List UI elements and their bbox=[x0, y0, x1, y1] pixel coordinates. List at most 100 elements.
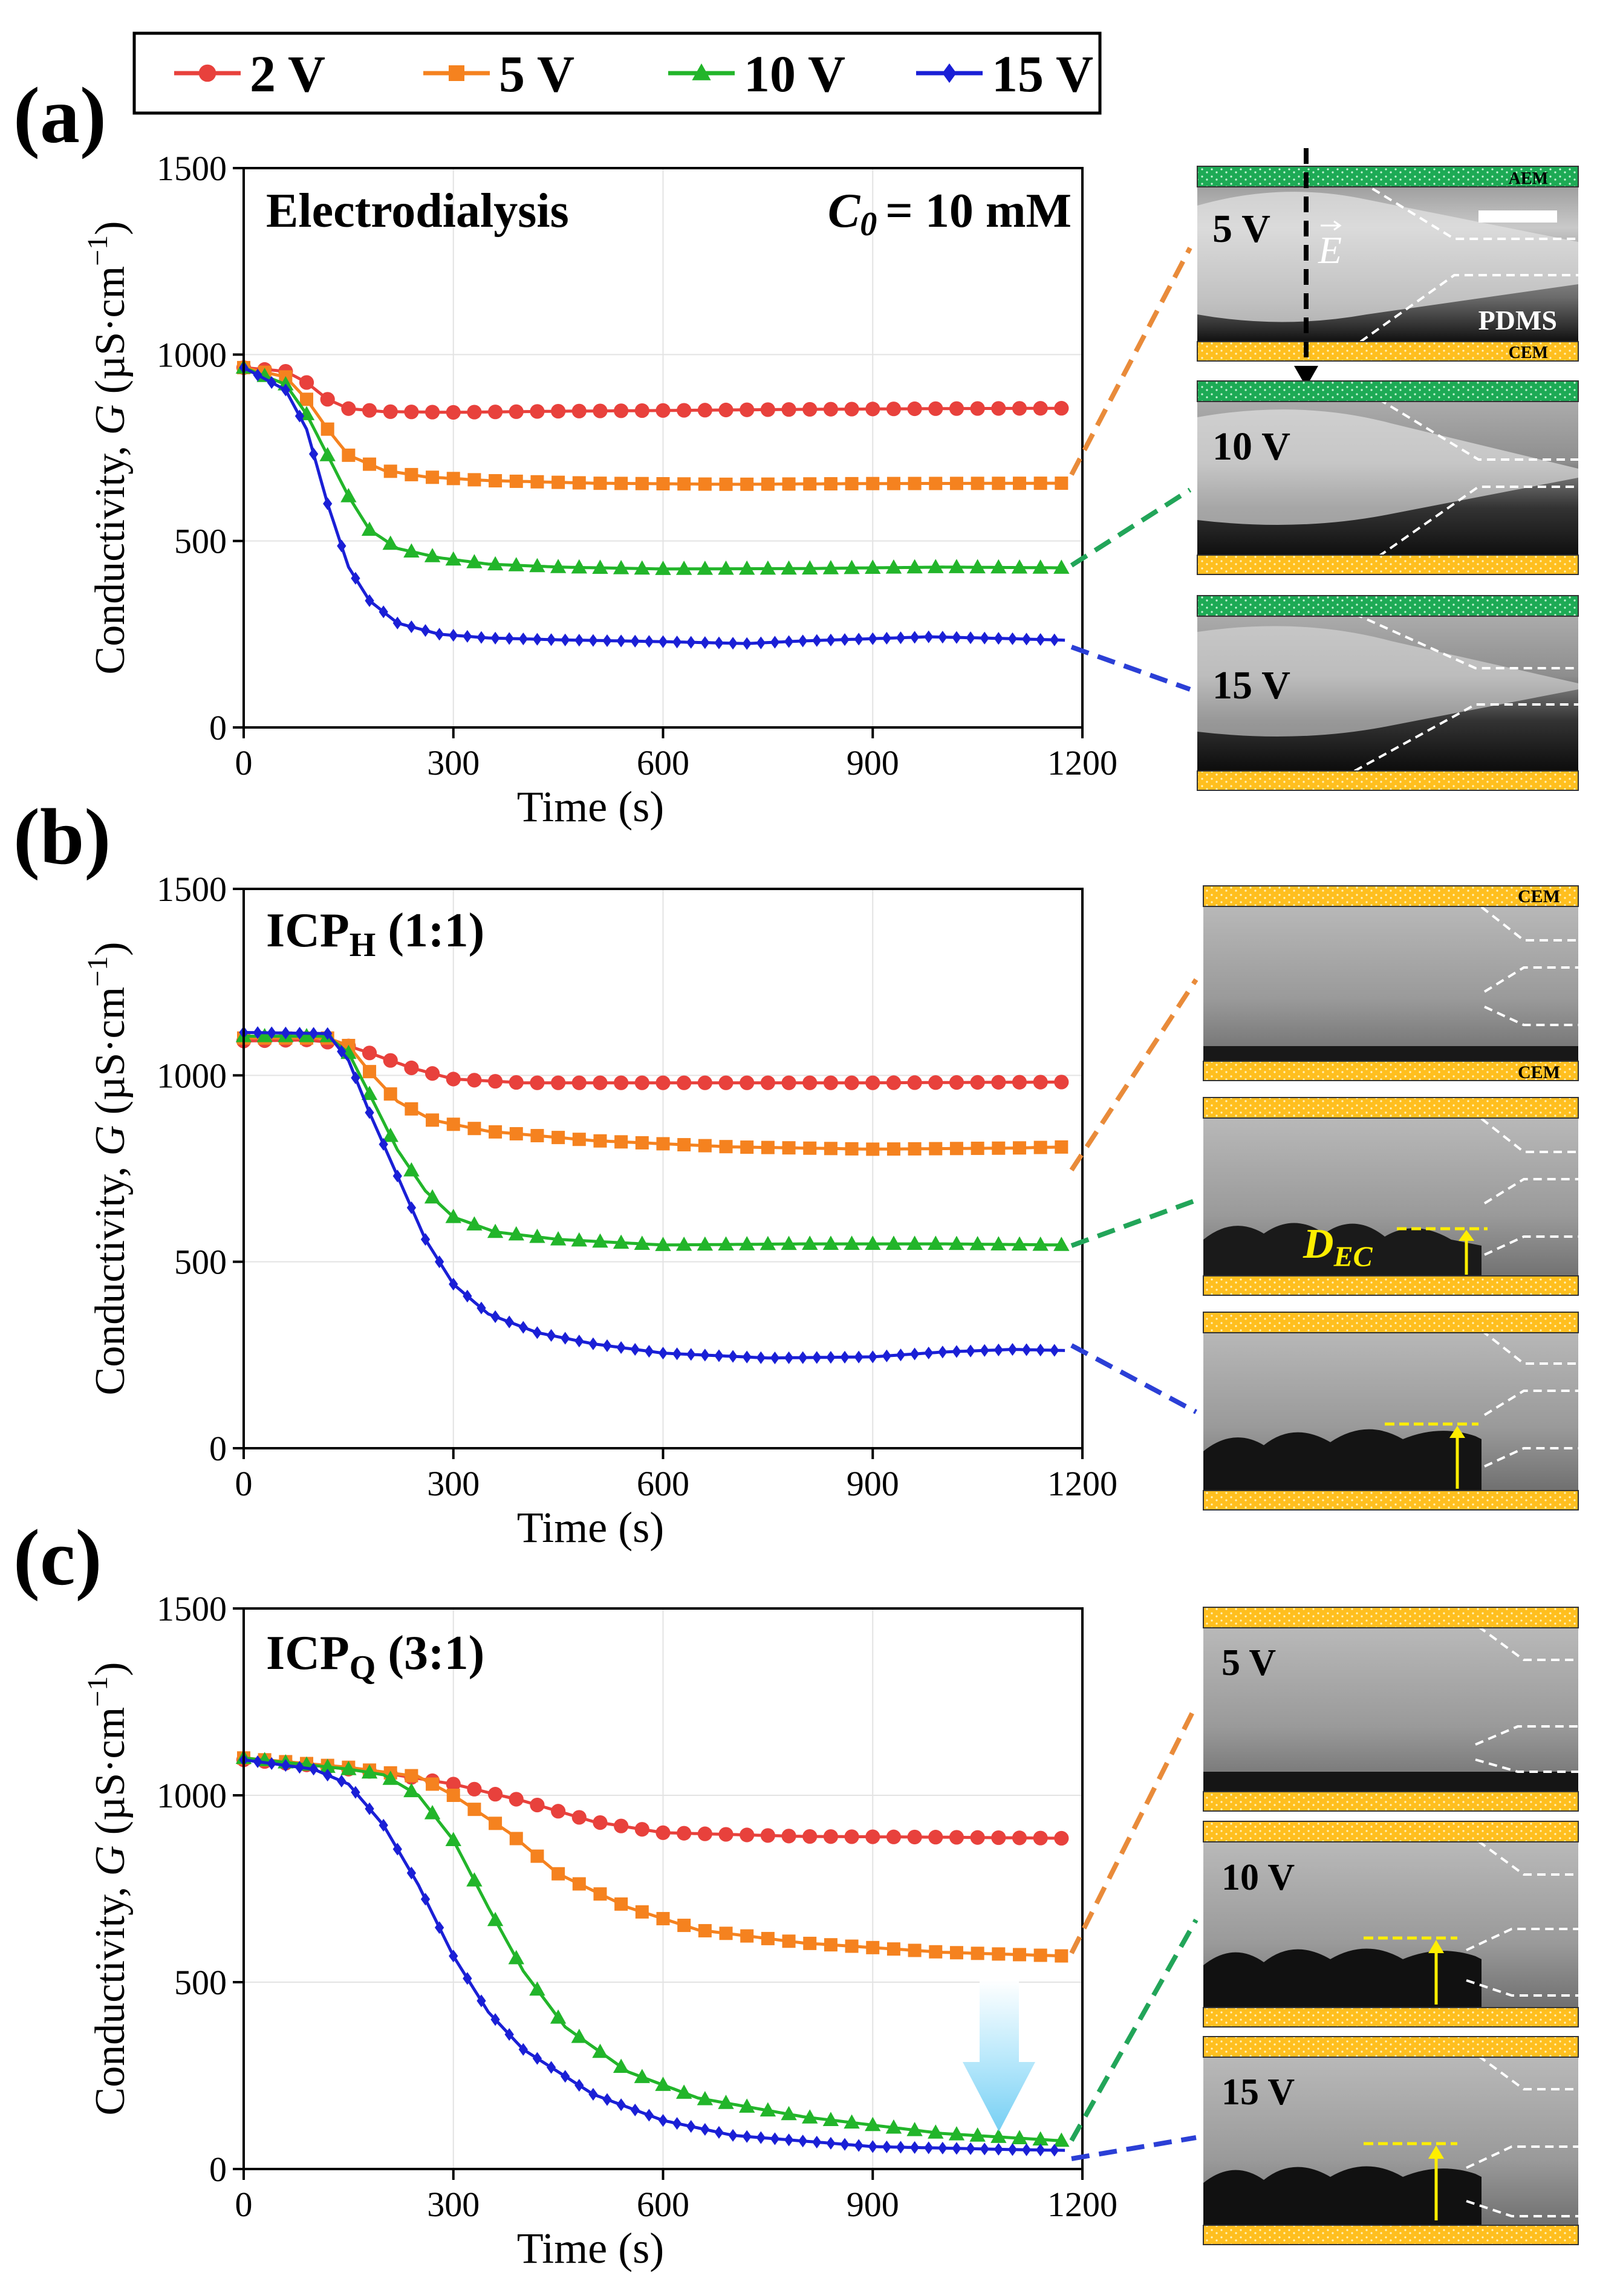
data-point-2v bbox=[571, 1075, 587, 1090]
data-point-15v bbox=[504, 1315, 514, 1328]
data-point-15v bbox=[812, 2135, 822, 2149]
data-point-15v bbox=[840, 633, 850, 646]
data-point-5v bbox=[719, 477, 733, 491]
data-point-2v bbox=[509, 1792, 524, 1807]
data-point-15v bbox=[658, 635, 668, 648]
data-point-2v bbox=[655, 403, 671, 418]
series-10v bbox=[235, 1749, 1070, 2147]
data-point-15v bbox=[504, 2028, 514, 2041]
data-point-5v bbox=[1055, 476, 1068, 490]
data-point-15v bbox=[616, 634, 626, 648]
data-point-15v bbox=[714, 636, 724, 649]
data-point-5v bbox=[446, 472, 460, 486]
data-point-2v bbox=[844, 402, 859, 417]
data-point-10v bbox=[1011, 559, 1028, 574]
data-point-10v bbox=[1032, 559, 1049, 574]
data-point-5v bbox=[572, 1133, 586, 1146]
data-point-5v bbox=[446, 1117, 460, 1131]
series-15v bbox=[239, 1026, 1065, 1365]
data-point-2v bbox=[571, 1810, 587, 1825]
data-point-15v bbox=[476, 1994, 486, 2008]
data-point-5v bbox=[908, 1142, 922, 1156]
data-point-15v bbox=[924, 630, 934, 643]
y-tick-label: 1000 bbox=[157, 1776, 227, 1815]
micrograph-a-15v: 15 V bbox=[1197, 595, 1579, 791]
data-point-15v bbox=[294, 1027, 305, 1040]
data-point-10v bbox=[739, 560, 755, 575]
data-point-15v bbox=[868, 2140, 877, 2153]
data-point-15v bbox=[463, 629, 472, 643]
data-point-5v bbox=[509, 474, 523, 488]
data-point-10v bbox=[990, 1236, 1007, 1250]
data-point-5v bbox=[971, 1946, 984, 1960]
data-point-10v bbox=[529, 1981, 545, 1996]
legend-marker-15v bbox=[942, 63, 957, 83]
leader-b-5v bbox=[1069, 978, 1199, 1172]
data-point-10v bbox=[655, 2076, 671, 2091]
data-point-2v bbox=[760, 1828, 775, 1843]
leader-c-15v bbox=[1071, 2135, 1197, 2161]
data-point-10v bbox=[655, 1237, 671, 1251]
data-point-5v bbox=[782, 1934, 796, 1948]
data-point-2v bbox=[677, 1075, 692, 1090]
data-point-15v bbox=[658, 2114, 668, 2127]
data-point-15v bbox=[700, 636, 710, 649]
data-point-15v bbox=[561, 2070, 570, 2083]
data-point-15v bbox=[840, 1350, 850, 1364]
data-point-2v bbox=[341, 401, 356, 416]
x-tick-label: 0 bbox=[235, 2185, 253, 2224]
data-point-5v bbox=[949, 1142, 963, 1156]
data-point-5v bbox=[426, 470, 440, 484]
data-point-10v bbox=[759, 560, 776, 575]
data-point-10v bbox=[382, 535, 398, 550]
data-point-2v bbox=[697, 1826, 712, 1841]
data-point-10v bbox=[697, 2091, 714, 2106]
data-point-5v bbox=[300, 392, 314, 406]
x-axis-label: Time (s) bbox=[517, 2224, 664, 2272]
series-10v bbox=[235, 359, 1070, 575]
data-point-10v bbox=[781, 1235, 797, 1250]
data-point-15v bbox=[546, 2061, 556, 2074]
data-point-10v bbox=[1053, 2132, 1070, 2147]
data-point-10v bbox=[739, 1236, 755, 1250]
data-point-5v bbox=[405, 467, 418, 481]
data-point-15v bbox=[980, 1344, 989, 1357]
data-point-2v bbox=[781, 402, 796, 417]
data-point-5v bbox=[530, 1129, 544, 1143]
data-point-10v bbox=[1053, 1237, 1070, 1251]
data-point-10v bbox=[990, 559, 1007, 574]
data-point-15v bbox=[770, 1351, 780, 1365]
data-point-15v bbox=[574, 2079, 584, 2092]
data-point-5v bbox=[992, 1141, 1006, 1155]
data-point-5v bbox=[635, 476, 649, 490]
data-point-5v bbox=[614, 1897, 628, 1911]
data-point-15v bbox=[337, 539, 346, 553]
data-point-15v bbox=[1050, 2144, 1059, 2157]
data-point-10v bbox=[969, 559, 986, 574]
data-point-10v bbox=[571, 1232, 587, 1247]
y-tick-label: 1000 bbox=[157, 1056, 227, 1095]
data-point-10v bbox=[675, 561, 692, 575]
data-point-10v bbox=[634, 2069, 651, 2083]
legend-label-15v: 15 V bbox=[992, 45, 1093, 103]
data-point-15v bbox=[630, 2103, 640, 2116]
data-point-10v bbox=[298, 1027, 315, 1042]
data-point-15v bbox=[420, 624, 431, 637]
data-point-15v bbox=[588, 1337, 598, 1350]
data-point-10v bbox=[508, 1226, 524, 1241]
data-point-10v bbox=[424, 1805, 441, 1820]
data-point-15v bbox=[574, 1335, 584, 1348]
chart-c-title: ICPQ (3:1) bbox=[266, 1627, 484, 1686]
data-point-15v bbox=[728, 637, 738, 650]
data-point-2v bbox=[823, 1075, 838, 1090]
data-point-2v bbox=[634, 1822, 649, 1837]
data-point-15v bbox=[392, 1169, 402, 1183]
data-point-2v bbox=[886, 402, 902, 417]
x-tick-label: 600 bbox=[637, 1464, 689, 1503]
data-point-15v bbox=[784, 1351, 794, 1364]
data-point-2v bbox=[634, 403, 649, 418]
data-point-2v bbox=[614, 403, 629, 418]
data-point-10v bbox=[781, 2106, 797, 2121]
y-tick-label: 0 bbox=[209, 2150, 227, 2189]
data-point-2v bbox=[907, 1829, 922, 1845]
